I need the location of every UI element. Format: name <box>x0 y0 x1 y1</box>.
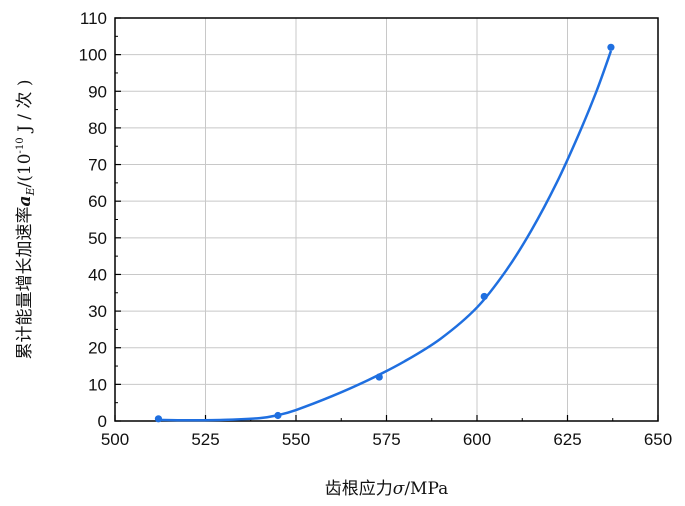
x-axis-label-suffix: /MPa <box>404 479 448 499</box>
fit-curve <box>158 50 613 422</box>
y-tick-label: 10 <box>88 375 107 394</box>
x-tick-label: 575 <box>372 430 400 449</box>
y-axis-label-symbol: a <box>15 195 35 206</box>
x-axis-label-prefix: 齿根应力 <box>325 479 393 499</box>
x-tick-label: 600 <box>463 430 491 449</box>
y-axis-label-prefix: 累计能量增长加速率 <box>15 206 35 359</box>
y-tick-label: 70 <box>88 156 107 175</box>
y-tick-label: 20 <box>88 339 107 358</box>
y-axis-label-unit-close: J / 次 ) <box>15 80 35 138</box>
y-tick-label: 90 <box>88 82 107 101</box>
data-point <box>607 43 615 51</box>
x-tick-label: 525 <box>191 430 219 449</box>
x-tick-label: 625 <box>553 430 581 449</box>
y-axis-label-unit-exp: -10 <box>15 137 26 153</box>
y-axis-ticks: 0 10 20 30 40 50 60 70 80 90 100 110 <box>79 9 121 431</box>
y-tick-label: 50 <box>88 229 107 248</box>
data-point <box>154 415 163 423</box>
x-axis-ticks: 500 525 550 575 600 625 650 <box>101 415 672 449</box>
data-points <box>154 43 615 423</box>
y-axis-label: 累计能量增长加速率aE/(10-10 J / 次 ) <box>15 80 37 360</box>
x-axis-label: 齿根应力σ/MPa <box>325 479 449 499</box>
y-axis-label-subscript: E <box>24 187 37 196</box>
y-tick-label: 30 <box>88 302 107 321</box>
y-tick-label: 60 <box>88 192 107 211</box>
data-point <box>274 411 282 420</box>
x-axis-label-symbol: σ <box>393 479 405 499</box>
grid-lines <box>115 18 658 421</box>
data-point <box>375 373 383 381</box>
x-tick-label: 500 <box>101 430 129 449</box>
x-tick-label: 550 <box>282 430 310 449</box>
y-tick-label: 40 <box>88 265 107 284</box>
y-tick-label: 0 <box>98 412 107 431</box>
x-tick-label: 650 <box>644 430 672 449</box>
y-tick-label: 80 <box>88 119 107 138</box>
data-point <box>480 292 488 301</box>
y-axis-label-unit-open: /(10 <box>15 153 35 187</box>
y-tick-label: 100 <box>79 46 107 65</box>
y-tick-label: 110 <box>80 9 107 28</box>
